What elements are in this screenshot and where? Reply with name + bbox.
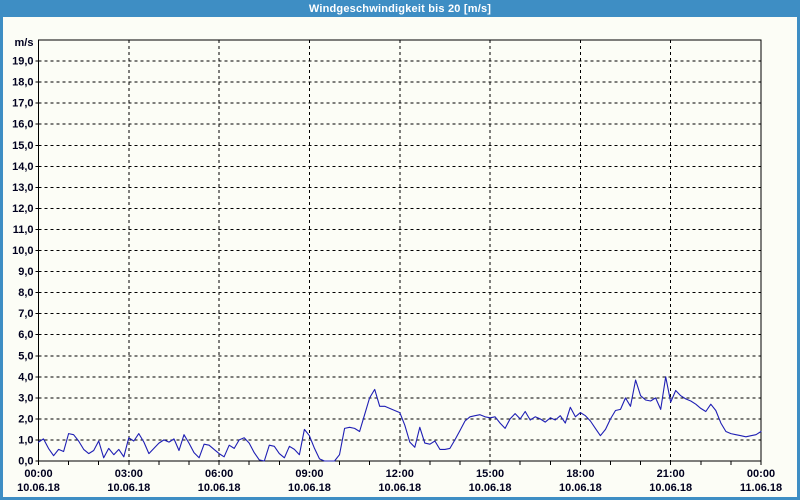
y-tick-label: 6,0	[18, 329, 33, 341]
x-tick-time-label: 06:00	[205, 468, 233, 480]
y-tick-label: 3,0	[18, 392, 33, 404]
y-tick-label: 2,0	[18, 413, 33, 425]
y-tick-label: 8,0	[18, 287, 33, 299]
x-tick-date-label: 10.06.18	[198, 482, 241, 494]
x-tick-time-label: 09:00	[295, 468, 323, 480]
x-tick-date-label: 11.06.18	[740, 482, 782, 494]
wind-speed-line	[37, 376, 762, 462]
x-tick-date-label: 10.06.18	[378, 482, 421, 494]
y-tick-label: 19,0	[12, 56, 33, 68]
y-tick-label: 15,0	[12, 140, 33, 152]
y-tick-label: 1,0	[18, 434, 33, 446]
x-tick-time-label: 00:00	[24, 468, 52, 480]
wind-speed-chart: 0,0 1,0 2,0 3,0 4,0 5,0 6,0 7,0 8,0 9,0 10,0 11,0 12…	[12, 37, 782, 494]
x-tick-date-label: 10.06.18	[469, 482, 512, 494]
x-tick-date-label: 10.06.18	[288, 482, 331, 494]
y-tick-label: 18,0	[12, 77, 33, 89]
y-tick-label: 5,0	[18, 350, 33, 362]
y-tick-label: 10,0	[12, 245, 33, 257]
chart-title: Windgeschwindigkeit bis 20 [m/s]	[308, 2, 492, 15]
y-tick-label: 14,0	[12, 161, 33, 173]
y-tick-label: 4,0	[18, 371, 33, 383]
y-tick-label: 13,0	[12, 182, 33, 194]
x-tick-time-label: 21:00	[657, 468, 685, 480]
x-tick-time-label: 00:00	[747, 468, 775, 480]
x-tick-date-label: 10.06.18	[17, 482, 60, 494]
chart-area: 0,0 1,0 2,0 3,0 4,0 5,0 6,0 7,0 8,0 9,0 10,0 11,0 12…	[3, 17, 797, 497]
x-tick-time-label: 12:00	[386, 468, 414, 480]
y-tick-label: 11,0	[13, 224, 34, 236]
x-tick-time-label: 15:00	[476, 468, 504, 480]
y-axis-unit-label: m/s	[15, 37, 34, 49]
x-tick-time-label: 18:00	[566, 468, 594, 480]
x-tick-date-label: 10.06.18	[107, 482, 150, 494]
y-tick-label: 9,0	[18, 266, 33, 278]
x-tick-date-label: 10.06.18	[649, 482, 692, 494]
title-bar: Windgeschwindigkeit bis 20 [m/s]	[0, 0, 800, 17]
y-tick-label: 0,0	[18, 456, 33, 468]
y-tick-label: 12,0	[12, 203, 33, 215]
x-tick-date-label: 10.06.18	[559, 482, 602, 494]
x-tick-time-label: 03:00	[115, 468, 143, 480]
y-tick-label: 16,0	[12, 119, 33, 131]
y-tick-label: 17,0	[12, 98, 33, 110]
y-tick-label: 7,0	[18, 308, 33, 320]
